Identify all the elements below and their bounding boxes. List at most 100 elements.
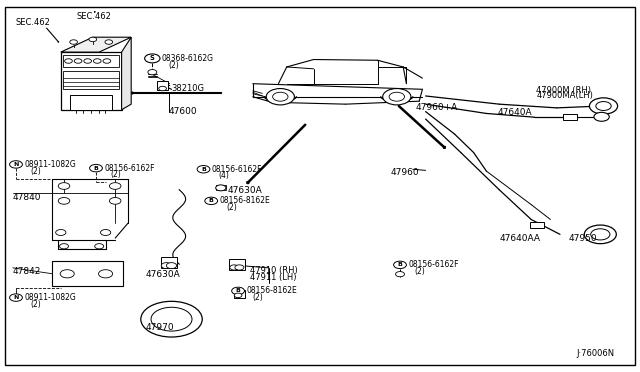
Text: 47911 (LH): 47911 (LH): [250, 273, 296, 282]
Bar: [563, 114, 577, 120]
Circle shape: [100, 230, 111, 235]
Bar: [61, 52, 122, 110]
Text: 38210G: 38210G: [172, 84, 205, 93]
Text: 47630A: 47630A: [146, 270, 180, 279]
Text: 47970: 47970: [146, 323, 175, 332]
Text: (4): (4): [218, 171, 229, 180]
Circle shape: [230, 265, 239, 270]
Text: 08156-8162E: 08156-8162E: [220, 196, 270, 205]
Circle shape: [383, 89, 411, 105]
Text: SEC.462: SEC.462: [15, 18, 50, 27]
Text: 47840: 47840: [13, 193, 42, 202]
Ellipse shape: [97, 272, 110, 276]
Circle shape: [65, 59, 72, 63]
Text: 47960+A: 47960+A: [416, 103, 458, 112]
Circle shape: [266, 89, 294, 105]
Text: 47900M (RH): 47900M (RH): [536, 86, 591, 94]
Text: (2): (2): [31, 300, 42, 309]
Bar: [70, 95, 112, 110]
Text: B: B: [209, 198, 214, 203]
Bar: [63, 71, 119, 89]
Circle shape: [216, 185, 226, 191]
Circle shape: [591, 229, 610, 240]
Circle shape: [584, 225, 616, 244]
Circle shape: [161, 263, 172, 269]
Circle shape: [145, 54, 160, 63]
Circle shape: [84, 59, 92, 63]
Text: 47600: 47600: [169, 107, 198, 116]
Circle shape: [159, 86, 166, 91]
Text: 47630A: 47630A: [227, 186, 262, 195]
Circle shape: [99, 270, 113, 278]
Text: B: B: [93, 166, 99, 171]
Circle shape: [70, 40, 77, 44]
Text: 08911-1082G: 08911-1082G: [24, 160, 76, 169]
Circle shape: [109, 198, 121, 204]
Circle shape: [234, 293, 242, 298]
Text: (2): (2): [226, 203, 237, 212]
Circle shape: [394, 261, 406, 269]
Text: 47842: 47842: [13, 267, 41, 276]
Circle shape: [60, 270, 74, 278]
Circle shape: [89, 37, 97, 42]
Text: N: N: [13, 295, 19, 300]
Bar: [216, 185, 226, 190]
Text: (2): (2): [415, 267, 426, 276]
Circle shape: [90, 164, 102, 172]
Circle shape: [594, 112, 609, 121]
Polygon shape: [122, 37, 131, 110]
Text: B: B: [201, 167, 206, 172]
Circle shape: [103, 59, 111, 63]
Circle shape: [74, 59, 82, 63]
Bar: [157, 81, 168, 90]
Text: (2): (2): [253, 293, 264, 302]
Circle shape: [10, 161, 22, 168]
Text: 08911-1082G: 08911-1082G: [24, 293, 76, 302]
Text: B: B: [397, 262, 403, 267]
Circle shape: [10, 294, 22, 301]
Text: 47910 (RH): 47910 (RH): [250, 266, 298, 275]
Circle shape: [596, 102, 611, 110]
Text: SEC.462: SEC.462: [77, 12, 111, 21]
Text: 47950: 47950: [568, 234, 597, 243]
Text: 08156-8162E: 08156-8162E: [246, 286, 297, 295]
Circle shape: [232, 287, 244, 295]
Circle shape: [589, 98, 618, 114]
Circle shape: [58, 198, 70, 204]
Circle shape: [105, 40, 113, 44]
Text: (2): (2): [31, 167, 42, 176]
Bar: [234, 290, 245, 298]
Circle shape: [235, 265, 244, 270]
Bar: [63, 55, 119, 67]
Circle shape: [197, 166, 210, 173]
Text: 47900MA(LH): 47900MA(LH): [536, 92, 593, 100]
Circle shape: [151, 307, 192, 331]
Bar: [52, 261, 123, 286]
Text: 47960: 47960: [390, 169, 419, 177]
Bar: [161, 257, 177, 268]
Circle shape: [95, 244, 104, 249]
Circle shape: [205, 197, 218, 205]
Circle shape: [389, 92, 404, 101]
Circle shape: [60, 244, 68, 249]
Circle shape: [58, 183, 70, 189]
Circle shape: [93, 59, 101, 63]
Text: 08368-6162G: 08368-6162G: [162, 54, 214, 63]
Text: (2): (2): [168, 61, 179, 70]
Circle shape: [109, 183, 121, 189]
Text: (2): (2): [111, 170, 122, 179]
Circle shape: [396, 272, 404, 277]
Text: 08156-6162F: 08156-6162F: [408, 260, 459, 269]
Text: 47640A: 47640A: [498, 108, 532, 117]
Text: J·76006N: J·76006N: [576, 349, 614, 358]
Bar: [530, 222, 544, 228]
Circle shape: [273, 92, 288, 101]
Bar: [229, 259, 245, 270]
Text: 47640AA: 47640AA: [499, 234, 540, 243]
Circle shape: [148, 70, 157, 75]
Text: S: S: [150, 55, 155, 61]
Polygon shape: [61, 37, 131, 52]
Text: 08156-6162F: 08156-6162F: [212, 165, 262, 174]
Circle shape: [141, 301, 202, 337]
Text: 08156-6162F: 08156-6162F: [104, 164, 155, 173]
